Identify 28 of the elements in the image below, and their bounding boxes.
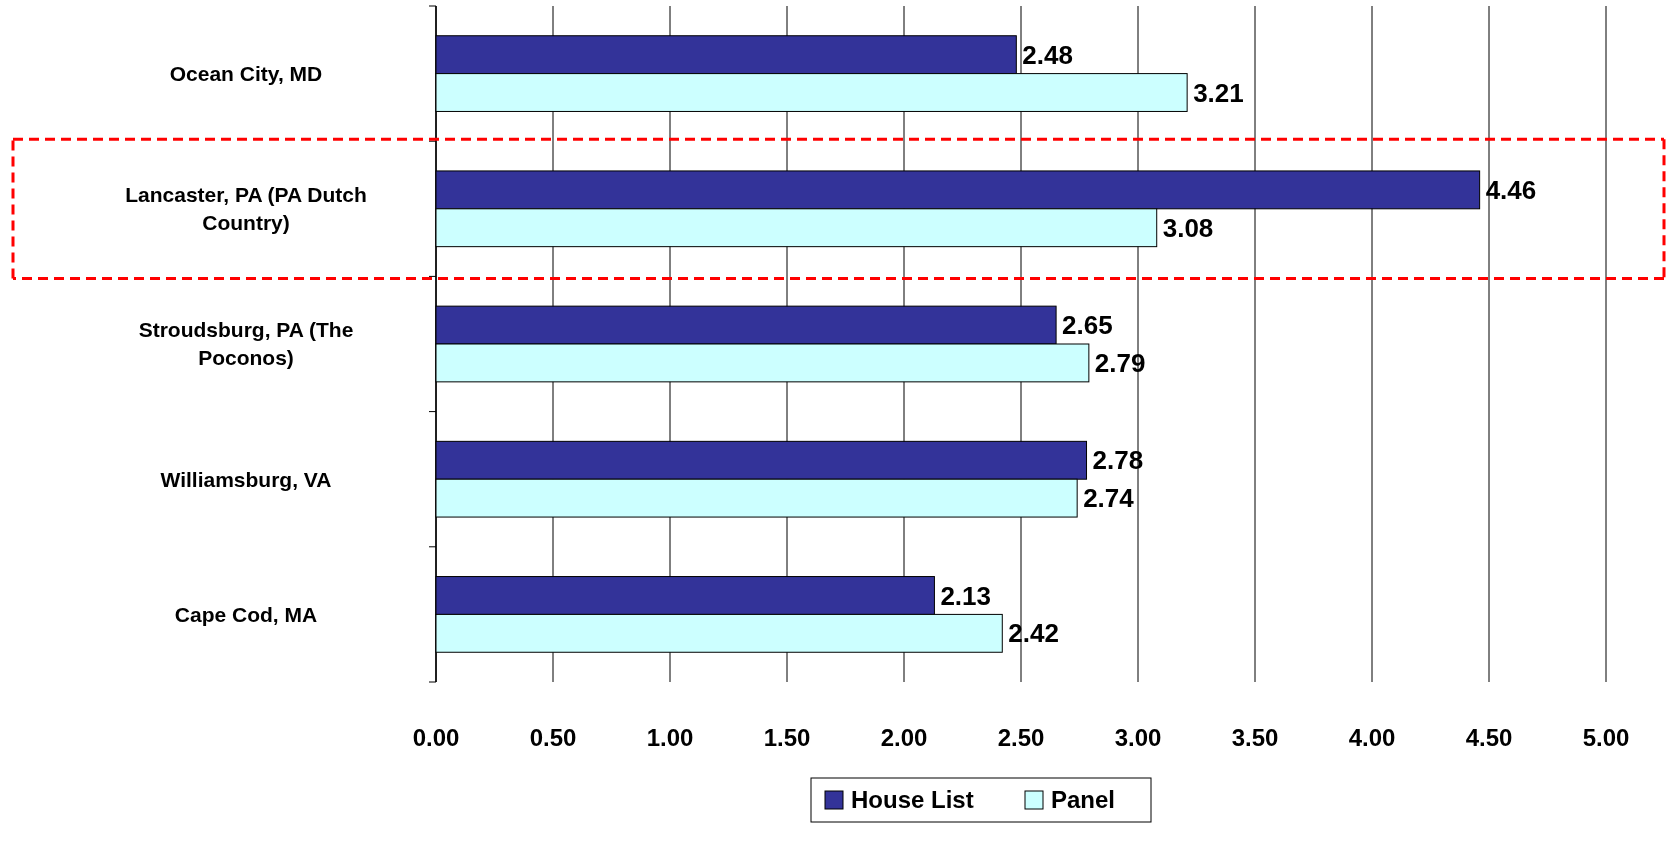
x-tick-label: 2.50 — [997, 724, 1045, 752]
y-tick-label: Stroudsburg, PA (The Poconos) — [138, 318, 354, 370]
data-label: 4.46 — [1485, 174, 1537, 205]
x-tick-label: 0.50 — [529, 724, 577, 752]
x-tick-label: 3.50 — [1231, 724, 1279, 752]
x-tick-label: 1.00 — [646, 724, 694, 752]
data-label: 2.79 — [1094, 348, 1146, 379]
data-label: 2.48 — [1022, 39, 1073, 70]
y-tick-label: Cape Cod, MA — [174, 602, 318, 626]
data-label: 2.78 — [1092, 445, 1144, 476]
x-tick-label: 0.00 — [412, 724, 460, 752]
data-label: 3.21 — [1193, 77, 1244, 108]
x-tick-label: 3.00 — [1114, 724, 1162, 752]
legend-label: House List — [851, 786, 974, 814]
y-tick-label: Lancaster, PA (PA Dutch Country) — [125, 183, 367, 235]
y-tick-label: Ocean City, MD — [169, 61, 323, 85]
x-tick-label: 5.00 — [1582, 724, 1630, 752]
data-label: 2.65 — [1062, 310, 1113, 341]
x-tick-label: 4.00 — [1348, 724, 1396, 752]
data-label: 2.42 — [1008, 618, 1059, 649]
legend-label: Panel — [1051, 786, 1116, 814]
data-label: 2.74 — [1083, 483, 1135, 514]
x-tick-label: 4.50 — [1465, 724, 1513, 752]
x-tick-label: 1.50 — [763, 724, 811, 752]
data-label: 2.13 — [940, 580, 992, 611]
y-tick-label: Williamsburg, VA — [160, 467, 332, 491]
x-tick-label: 2.00 — [880, 724, 928, 752]
data-label: 3.08 — [1162, 212, 1214, 243]
